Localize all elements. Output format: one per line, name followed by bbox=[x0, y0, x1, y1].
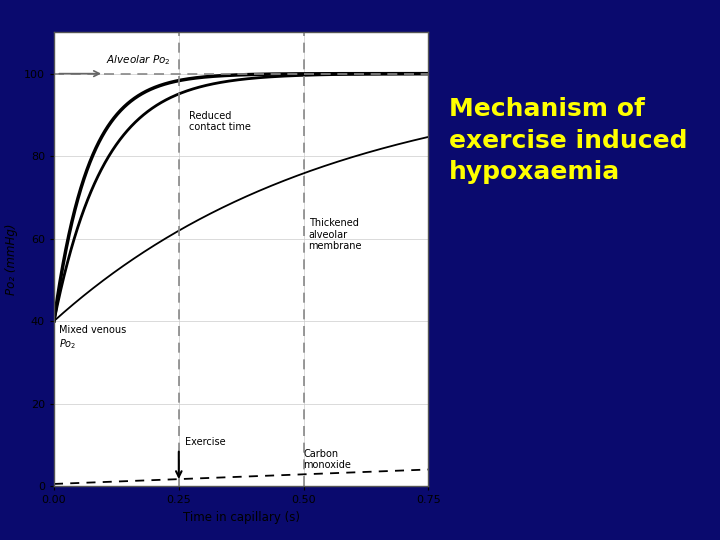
Text: Alveolar $Po_2$: Alveolar $Po_2$ bbox=[107, 53, 171, 68]
X-axis label: Time in capillary (s): Time in capillary (s) bbox=[183, 511, 300, 524]
Text: Thickened
alveolar
membrane: Thickened alveolar membrane bbox=[309, 218, 362, 251]
Text: Exercise: Exercise bbox=[185, 437, 225, 447]
Text: Reduced
contact time: Reduced contact time bbox=[189, 111, 251, 132]
Text: Mechanism of
exercise induced
hypoxaemia: Mechanism of exercise induced hypoxaemia bbox=[449, 97, 688, 184]
Text: Carbon
monoxide: Carbon monoxide bbox=[304, 449, 351, 470]
Text: Mixed venous
$Po_2$: Mixed venous $Po_2$ bbox=[59, 325, 126, 351]
Y-axis label: Po₂ (mmHg): Po₂ (mmHg) bbox=[6, 224, 19, 295]
